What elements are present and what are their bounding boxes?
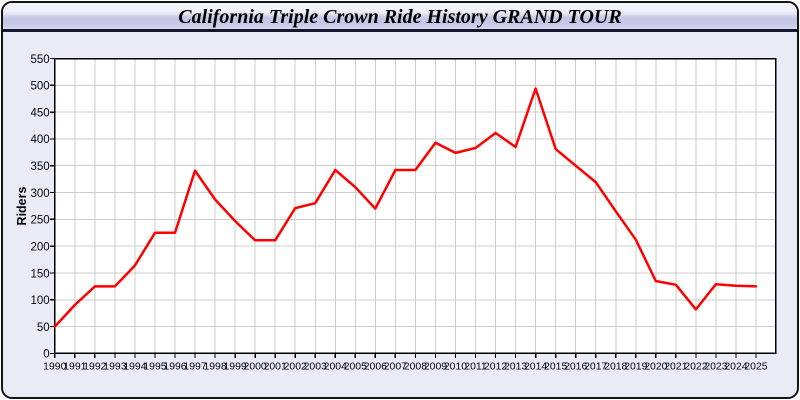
svg-text:2025: 2025 [744, 362, 767, 373]
svg-text:50: 50 [37, 322, 50, 334]
svg-text:2020: 2020 [644, 362, 667, 373]
svg-text:2015: 2015 [544, 362, 567, 373]
svg-text:2001: 2001 [264, 362, 287, 373]
svg-text:1990: 1990 [43, 362, 66, 373]
svg-text:1997: 1997 [183, 362, 206, 373]
svg-text:2009: 2009 [424, 362, 447, 373]
svg-text:2005: 2005 [344, 362, 367, 373]
svg-text:2000: 2000 [244, 362, 267, 373]
svg-text:350: 350 [31, 161, 50, 173]
svg-text:2016: 2016 [564, 362, 587, 373]
svg-text:0: 0 [43, 349, 49, 361]
svg-text:1998: 1998 [203, 362, 226, 373]
svg-text:2006: 2006 [364, 362, 387, 373]
svg-text:2008: 2008 [404, 362, 427, 373]
svg-text:2007: 2007 [384, 362, 407, 373]
svg-text:100: 100 [31, 295, 50, 307]
svg-text:450: 450 [31, 107, 50, 119]
svg-text:2013: 2013 [504, 362, 527, 373]
svg-text:2018: 2018 [604, 362, 627, 373]
svg-text:2023: 2023 [704, 362, 727, 373]
svg-text:2010: 2010 [444, 362, 467, 373]
svg-text:2021: 2021 [664, 362, 687, 373]
svg-text:150: 150 [31, 268, 50, 280]
svg-text:1994: 1994 [123, 362, 146, 373]
svg-text:2012: 2012 [484, 362, 507, 373]
svg-text:2004: 2004 [324, 362, 347, 373]
svg-text:2002: 2002 [284, 362, 307, 373]
svg-text:2014: 2014 [524, 362, 547, 373]
svg-text:Riders: Riders [15, 187, 29, 226]
svg-text:2017: 2017 [584, 362, 607, 373]
svg-text:1996: 1996 [163, 362, 186, 373]
svg-text:1995: 1995 [143, 362, 166, 373]
svg-text:1991: 1991 [63, 362, 86, 373]
svg-text:400: 400 [31, 134, 50, 146]
svg-text:1993: 1993 [103, 362, 126, 373]
svg-text:2019: 2019 [624, 362, 647, 373]
svg-text:500: 500 [31, 81, 50, 93]
svg-text:250: 250 [31, 215, 50, 227]
svg-text:2022: 2022 [684, 362, 707, 373]
svg-text:2003: 2003 [304, 362, 327, 373]
svg-text:300: 300 [31, 188, 50, 200]
svg-text:200: 200 [31, 241, 50, 253]
svg-text:2011: 2011 [464, 362, 487, 373]
svg-text:2024: 2024 [724, 362, 747, 373]
svg-text:550: 550 [31, 54, 50, 66]
svg-text:1999: 1999 [223, 362, 246, 373]
svg-text:1992: 1992 [83, 362, 106, 373]
